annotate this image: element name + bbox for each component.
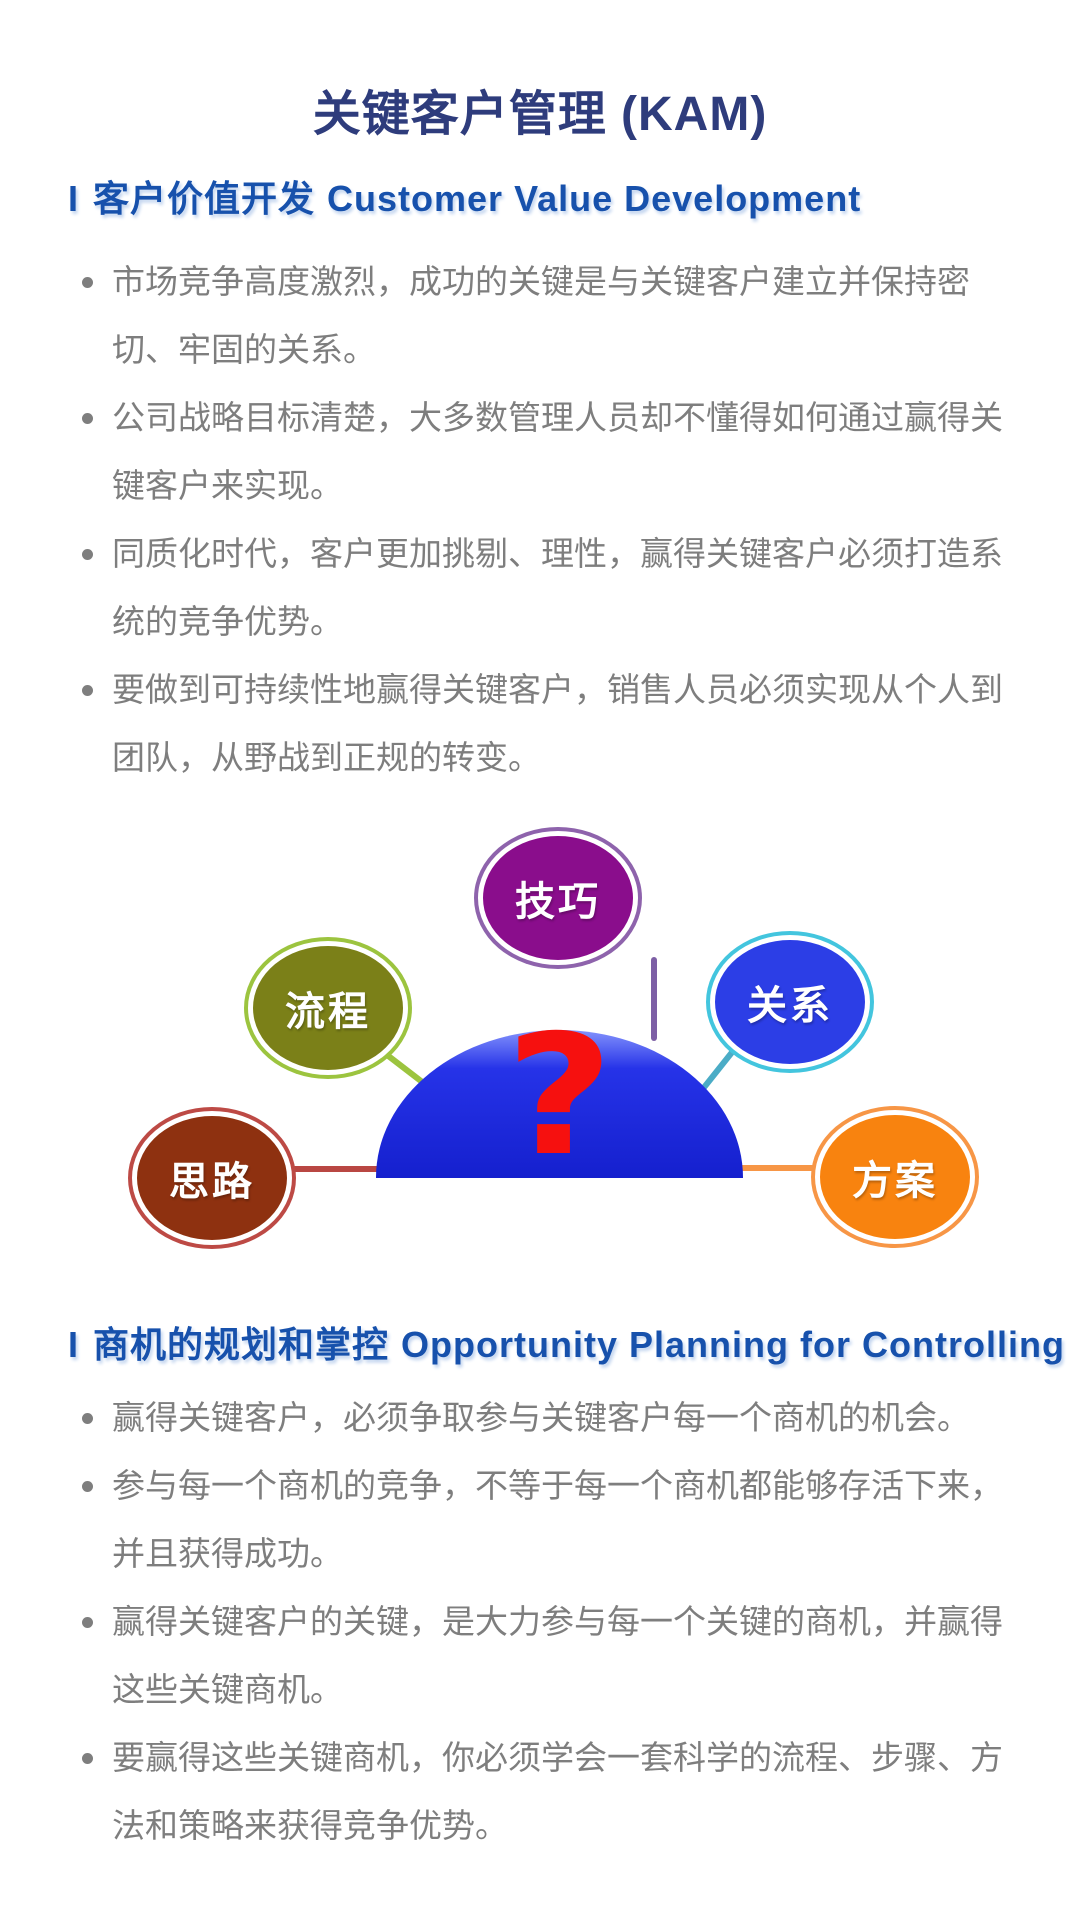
section-heading-opportunity: I 商机的规划和掌控 Opportunity Planning for Contro… — [68, 1316, 1065, 1368]
bubble-skill: 技巧 — [478, 831, 638, 965]
question-mark: ? — [505, 1000, 614, 1193]
bullet-list-opportunity: 赢得关键客户，必须争取参与关键客户每一个商机的机会。 参与每一个商机的竞争，不等于… — [80, 1384, 1004, 1860]
bullet-item: 公司战略目标清楚，大多数管理人员却不懂得如何通过赢得关键客户来实现。 — [80, 384, 1004, 520]
bullet-item: 参与每一个商机的竞争，不等于每一个商机都能够存活下来，并且获得成功。 — [80, 1452, 1004, 1588]
bullet-item: 要做到可持续性地赢得关键客户，销售人员必须实现从个人到团队，从野战到正规的转变。 — [80, 656, 1004, 792]
heading-prefix-bar: I — [68, 1324, 80, 1365]
bullet-item: 要赢得这些关键商机，你必须学会一套科学的流程、步骤、方法和策略来获得竞争优势。 — [80, 1724, 1004, 1860]
bubble-skill-label: 技巧 — [515, 880, 601, 924]
bullet-item: 同质化时代，客户更加挑剔、理性，赢得关键客户必须打造系统的竞争优势。 — [80, 520, 1004, 656]
bullet-item: 赢得关键客户，必须争取参与关键客户每一个商机的机会。 — [80, 1384, 1004, 1452]
page-title: 关键客户管理 (KAM) — [312, 88, 768, 141]
heading-english: Opportunity Planning for Controlling — [401, 1324, 1065, 1365]
bubble-thinking-label: 思路 — [169, 1160, 255, 1204]
bubble-solution: 方案 — [815, 1110, 975, 1244]
bullet-item: 市场竞争高度激烈，成功的关键是与关键客户建立并保持密切、牢固的关系。 — [80, 248, 1004, 384]
heading-chinese: 客户价值开发 — [93, 178, 316, 219]
bullet-list-customer-value: 市场竞争高度激烈，成功的关键是与关键客户建立并保持密切、牢固的关系。 公司战略目标… — [80, 248, 1004, 792]
bubble-relationship: 关系 — [710, 935, 870, 1069]
bubble-process-label: 流程 — [285, 990, 371, 1034]
kam-factors-diagram: ? 技巧 流程 关系 思路 方案 — [100, 820, 980, 1280]
bubble-process: 流程 — [248, 941, 408, 1075]
bullet-item: 赢得关键客户的关键，是大力参与每一个关键的商机，并赢得这些关键商机。 — [80, 1588, 1004, 1724]
bubble-solution-label: 方案 — [852, 1159, 938, 1203]
bubble-relationship-label: 关系 — [747, 984, 833, 1028]
section-heading-customer-value: I 客户价值开发 Customer Value Development — [68, 170, 861, 222]
heading-prefix-bar: I — [68, 178, 80, 219]
heading-chinese: 商机的规划和掌控 — [93, 1324, 390, 1365]
bubble-thinking: 思路 — [132, 1111, 292, 1245]
heading-english: Customer Value Development — [327, 178, 862, 219]
